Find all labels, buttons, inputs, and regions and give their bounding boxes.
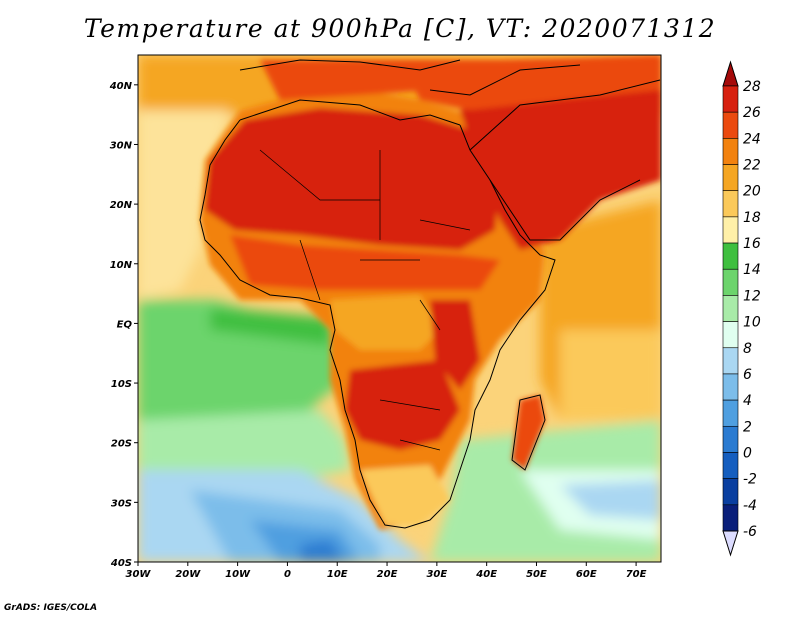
x-tick-label: 0 bbox=[284, 569, 291, 580]
turkey-coastline bbox=[429, 64, 581, 96]
colorbar-swatch bbox=[722, 111, 739, 139]
colorbar-label: -2 bbox=[743, 472, 757, 488]
madagascar-coastline bbox=[511, 394, 546, 471]
colorbar-label: 18 bbox=[743, 210, 761, 226]
x-tick-label: 10E bbox=[327, 569, 348, 580]
colorbar-label: 22 bbox=[743, 158, 761, 174]
colorbar-swatch bbox=[722, 478, 739, 506]
colorbar-swatch bbox=[722, 216, 739, 244]
madagascar bbox=[512, 395, 545, 470]
x-tick-label: 30E bbox=[426, 569, 447, 580]
colorbar-label: 0 bbox=[743, 445, 752, 461]
x-tick-label: 20W bbox=[175, 569, 201, 580]
y-tick-label: 10S bbox=[111, 379, 132, 390]
x-tick-label: 30W bbox=[126, 569, 152, 580]
colorbar-label: 14 bbox=[743, 262, 761, 278]
colorbar-label: -4 bbox=[743, 498, 757, 514]
indian-warm-south bbox=[560, 330, 661, 420]
x-tick-label: 70E bbox=[626, 569, 647, 580]
chart-title: Temperature at 900hPa [C], VT: 202007131… bbox=[83, 14, 717, 43]
arabia-coastline bbox=[489, 179, 641, 241]
southern-africa-hot bbox=[345, 360, 460, 450]
mediterranean-warm bbox=[260, 60, 430, 100]
colorbar-swatch bbox=[722, 190, 739, 218]
central-africa bbox=[330, 295, 440, 350]
colorbar-label: 28 bbox=[743, 79, 761, 95]
north-africa-coastline bbox=[239, 99, 461, 126]
sahara-hot bbox=[205, 108, 500, 250]
colorbar-label: -6 bbox=[743, 524, 757, 540]
colorbar-label: 16 bbox=[743, 236, 761, 252]
middle-east-hot bbox=[400, 55, 661, 110]
colorbar-swatch bbox=[722, 504, 739, 532]
arabia-hot bbox=[460, 80, 661, 250]
colorbar-swatch bbox=[722, 452, 739, 479]
colorbar-swatch bbox=[722, 425, 739, 453]
indian-south-blue bbox=[560, 480, 661, 520]
x-tick-label: 40E bbox=[475, 569, 497, 580]
x-tick-label: 20E bbox=[377, 569, 398, 580]
colorbar-swatch bbox=[722, 347, 739, 375]
y-tick-label: 40S bbox=[110, 558, 132, 569]
country-borders bbox=[259, 149, 471, 451]
map-frame bbox=[137, 54, 662, 563]
colorbar-swatch bbox=[722, 138, 739, 165]
colorbar-swatch bbox=[722, 399, 739, 427]
colorbar-swatch bbox=[722, 85, 739, 113]
colorbar-swatch bbox=[722, 295, 739, 322]
colorbar-label: 2 bbox=[743, 419, 752, 435]
colorbar-label: 4 bbox=[743, 393, 752, 409]
colorbar-swatch bbox=[722, 164, 739, 192]
y-tick-label: 20S bbox=[111, 439, 132, 450]
credit-text: GrADS: IGES/COLA bbox=[4, 603, 98, 613]
sahel-warm bbox=[230, 235, 500, 290]
colorbar-label: 24 bbox=[743, 131, 761, 147]
x-tick-label: 10W bbox=[225, 569, 251, 580]
europe-coastline bbox=[239, 59, 461, 71]
colorbar-swatch bbox=[722, 268, 739, 296]
africa-coastline bbox=[199, 119, 556, 529]
y-tick-label: 10N bbox=[110, 260, 133, 271]
guinea-deep-green bbox=[210, 308, 330, 345]
x-tick-label: 50E bbox=[526, 569, 547, 580]
arabia-north-border bbox=[469, 79, 661, 151]
south-atlantic-pale-green bbox=[138, 410, 350, 480]
colorbar-swatch bbox=[722, 321, 739, 349]
y-axis: 40N 30N 20N 10N EQ 10S 20S 30S 40S bbox=[109, 81, 138, 569]
colorbar-swatch bbox=[722, 373, 739, 401]
y-tick-label: EQ bbox=[117, 319, 133, 330]
colorbar-top-triangle bbox=[722, 60, 739, 87]
x-tick-label: 60E bbox=[576, 569, 597, 580]
y-tick-label: 30S bbox=[111, 498, 132, 509]
colorbar-bottom-triangle bbox=[722, 530, 739, 557]
colorbar-label: 26 bbox=[743, 105, 761, 121]
colorbar-label: 6 bbox=[743, 367, 752, 383]
colorbar-label: 12 bbox=[743, 288, 761, 304]
colorbar-label: 20 bbox=[743, 184, 761, 200]
colorbar-label: 8 bbox=[743, 341, 752, 357]
coastlines bbox=[199, 59, 661, 529]
temperature-field bbox=[138, 55, 661, 562]
x-axis: 30W 20W 10W 0 10E 20E 30E 40E 50E 60E 70E bbox=[126, 562, 647, 580]
south-cold-core bbox=[300, 540, 345, 562]
colorbar-label: 10 bbox=[743, 315, 761, 331]
y-tick-label: 40N bbox=[109, 81, 133, 92]
y-tick-label: 30N bbox=[110, 140, 133, 151]
south-africa-cool bbox=[360, 465, 450, 525]
colorbar-swatch bbox=[722, 242, 739, 270]
y-tick-label: 20N bbox=[110, 200, 133, 211]
